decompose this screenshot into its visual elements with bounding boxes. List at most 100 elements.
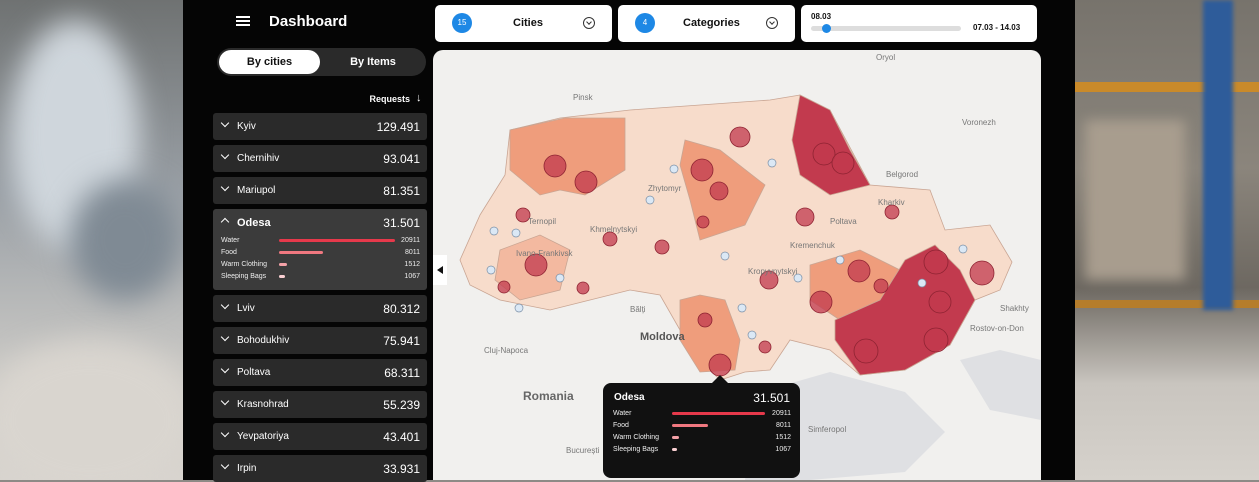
- city-name: Chernihiv: [237, 153, 280, 164]
- map-label: Ivano-Frankivsk: [516, 249, 573, 258]
- background-left: [0, 0, 183, 480]
- bubble: [831, 151, 855, 175]
- bubble: [809, 290, 833, 314]
- dot: [514, 303, 524, 313]
- bubble: [697, 312, 713, 328]
- city-row[interactable]: Irpin 33.931: [213, 455, 427, 482]
- bubble: [602, 231, 618, 247]
- bubble: [497, 280, 511, 294]
- map-label: Zhytomyr: [648, 184, 682, 193]
- filter-cities[interactable]: 15 Cities: [435, 5, 612, 42]
- item-value: 1512: [775, 434, 791, 441]
- chevron: [220, 217, 230, 227]
- item-bar: [279, 239, 395, 242]
- city-row[interactable]: Kyiv 129.491: [213, 113, 427, 140]
- tab-active[interactable]: By cities: [219, 50, 320, 74]
- bubble: [928, 290, 952, 314]
- item-bar: [279, 275, 285, 278]
- item-value: 1512: [404, 261, 420, 268]
- map-label: Voronezh: [962, 118, 996, 127]
- city-name: Poltava: [237, 367, 271, 378]
- bubble: [654, 239, 670, 255]
- city-row[interactable]: Lviv 80.312: [213, 295, 427, 322]
- blur-shape: [0, 340, 183, 480]
- chevron: [220, 332, 230, 342]
- count-badge: 15: [452, 13, 472, 33]
- bubble: [847, 259, 871, 283]
- bubble: [923, 327, 949, 353]
- item-bar: [672, 424, 708, 427]
- item-value: 8011: [404, 249, 420, 256]
- city-name: Yevpatoriya: [237, 431, 289, 442]
- tooltip-pointer: [712, 375, 728, 383]
- date-slider[interactable]: 08.03 07.03 - 14.03: [801, 5, 1037, 42]
- chevron: [220, 182, 230, 192]
- item-bar: [672, 412, 765, 415]
- dot: [511, 228, 521, 238]
- sort-arrow[interactable]: ↓: [416, 92, 422, 104]
- city-name: Bohodukhiv: [237, 335, 290, 346]
- count-badge: 4: [635, 13, 655, 33]
- city-row[interactable]: Poltava 68.311: [213, 359, 427, 386]
- city-value: 33.931: [383, 462, 420, 476]
- chevron: [220, 428, 230, 438]
- panel-toggle-icon: [437, 266, 443, 274]
- bubble: [576, 281, 590, 295]
- tab[interactable]: By Items: [350, 56, 396, 68]
- tooltip-title: Odesa: [614, 392, 645, 403]
- sea: [960, 350, 1041, 420]
- map-label: Simferopol: [808, 425, 846, 434]
- bubble: [690, 158, 714, 182]
- region: [509, 117, 626, 196]
- bubble: [574, 170, 598, 194]
- filter-categories[interactable]: 4 Categories: [618, 5, 795, 42]
- shelf: [1075, 300, 1259, 308]
- item-bar: [672, 448, 677, 451]
- city-name: Lviv: [237, 303, 255, 314]
- city-row[interactable]: Bohodukhiv 75.941: [213, 327, 427, 354]
- dot: [720, 251, 730, 261]
- menu-icon[interactable]: [236, 15, 250, 27]
- dot: [958, 244, 968, 254]
- item-value: 1067: [404, 273, 420, 280]
- item-label: Warm Clothing: [613, 434, 660, 441]
- city-row[interactable]: Krasnohrad 55.239: [213, 391, 427, 418]
- map-label: Oryol: [876, 53, 895, 62]
- bubble: [884, 204, 900, 220]
- background-right: [1075, 0, 1259, 480]
- city-row[interactable]: Yevpatoriya 43.401: [213, 423, 427, 450]
- boxes: [1085, 120, 1185, 280]
- item-bar: [279, 263, 288, 266]
- city-name: Kyiv: [237, 121, 256, 132]
- bubble: [524, 253, 548, 277]
- map-label: Ternopil: [528, 217, 556, 226]
- bubble: [758, 340, 772, 354]
- bubble: [729, 126, 751, 148]
- map[interactable]: Pinsk Zhytomyr Ternopil Khmelnytskyi Iva…: [433, 50, 1041, 480]
- map-label: Khmelnytskyi: [590, 225, 637, 234]
- chevron: [220, 118, 230, 128]
- sort-label[interactable]: Requests: [369, 94, 410, 104]
- city-value: 31.501: [383, 216, 420, 230]
- slider-knob[interactable]: [822, 24, 831, 33]
- bubble: [759, 270, 779, 290]
- header-title: Dashboard: [269, 13, 348, 30]
- tooltip: Odesa 31.501 Water 20911 Food 8011 Warm Clot…: [603, 383, 800, 478]
- city-value: 68.311: [384, 366, 420, 380]
- dropdown-icon: [766, 17, 778, 29]
- map-label: Poltava: [830, 217, 857, 226]
- map-label: Bălți: [630, 305, 646, 314]
- chevron: [220, 364, 230, 374]
- city-value: 129.491: [376, 120, 420, 134]
- map-label: Kropyvnytskyi: [748, 267, 798, 276]
- city-row[interactable]: Mariupol 81.351: [213, 177, 427, 204]
- date-current: 08.03: [811, 12, 832, 21]
- item-bar: [672, 436, 679, 439]
- bubble: [853, 338, 879, 364]
- bubble: [709, 181, 729, 201]
- city-value: 43.401: [383, 430, 420, 444]
- city-row[interactable]: Chernihiv 93.041: [213, 145, 427, 172]
- bubble: [873, 278, 889, 294]
- city-row[interactable]: Odesa 31.501 Water 20911 Food 8011 Warm Clothi…: [213, 209, 427, 290]
- pillar: [1203, 0, 1233, 310]
